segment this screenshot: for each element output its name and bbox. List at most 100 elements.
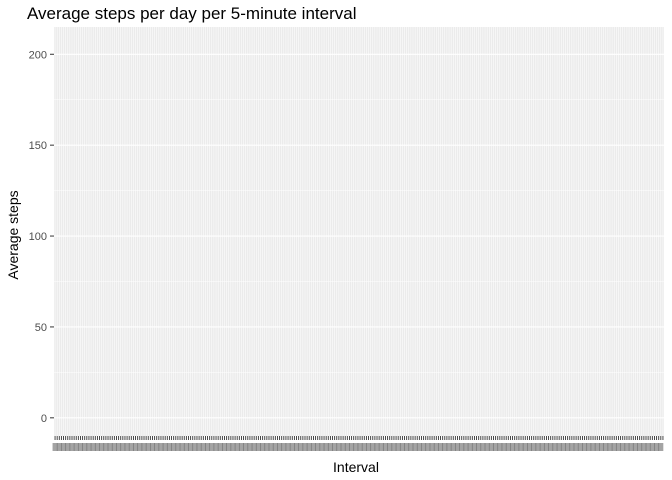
y-tick-label: 200 <box>29 49 47 61</box>
x-tick-label <box>327 443 333 451</box>
x-tick-label <box>183 443 189 451</box>
x-tick-label <box>454 443 460 451</box>
x-tick-label <box>620 443 626 451</box>
y-tick-label: 150 <box>29 140 47 152</box>
x-tick-label <box>238 443 244 451</box>
plot-panel <box>54 27 664 436</box>
x-tick-label <box>306 443 312 451</box>
x-tick-label <box>408 443 414 451</box>
x-tick-label <box>416 443 422 451</box>
x-tick-label <box>162 443 168 451</box>
x-tick-label <box>476 443 482 451</box>
x-tick-label <box>285 443 291 451</box>
x-tick-label <box>637 443 643 451</box>
y-tick-label: 100 <box>29 231 47 243</box>
x-tick-label <box>209 443 215 451</box>
chart-title: Average steps per day per 5-minute inter… <box>27 4 357 23</box>
x-tick-label <box>412 443 418 451</box>
x-tick-label <box>298 443 304 451</box>
x-tick-label <box>442 443 448 451</box>
x-tick-label <box>590 443 596 451</box>
x-tick-label <box>404 443 410 451</box>
x-tick-label <box>505 443 511 451</box>
x-tick-label <box>603 443 609 451</box>
x-tick-label <box>391 443 397 451</box>
x-tick-label <box>302 443 308 451</box>
x-tick-label <box>349 443 355 451</box>
x-tick-label <box>52 443 58 451</box>
x-tick-label <box>658 443 664 451</box>
x-tick-label <box>111 443 117 451</box>
x-tick-label <box>323 443 329 451</box>
y-tick-label: 0 <box>41 413 47 425</box>
x-tick-label <box>154 443 160 451</box>
x-tick-label <box>543 443 549 451</box>
x-tick-label <box>467 443 473 451</box>
x-tick-label <box>251 443 257 451</box>
x-tick-label <box>425 443 431 451</box>
x-tick-label <box>429 443 435 451</box>
x-tick-label <box>260 443 266 451</box>
x-tick-label <box>196 443 202 451</box>
x-tick-label <box>277 443 283 451</box>
x-tick-label <box>471 443 477 451</box>
x-tick-label <box>611 443 617 451</box>
x-tick-label <box>188 443 194 451</box>
x-tick-label <box>599 443 605 451</box>
x-tick-label <box>344 443 350 451</box>
x-tick-label <box>493 443 499 451</box>
x-tick-label <box>230 443 236 451</box>
x-tick-label <box>594 443 600 451</box>
x-tick-label <box>315 443 321 451</box>
x-tick-label <box>175 443 181 451</box>
x-tick-label <box>573 443 579 451</box>
x-tick-label <box>497 443 503 451</box>
y-minor-gridlines <box>54 99 664 373</box>
x-tick-label <box>319 443 325 451</box>
x-tick-label <box>243 443 249 451</box>
x-tick-label <box>527 443 533 451</box>
x-tick-label <box>370 443 376 451</box>
x-tick-label <box>535 443 541 451</box>
x-tick-label <box>548 443 554 451</box>
x-tick-label <box>569 443 575 451</box>
x-tick-label <box>99 443 105 451</box>
x-tick-label <box>582 443 588 451</box>
x-tick-label <box>73 443 79 451</box>
x-tick-label <box>607 443 613 451</box>
x-tick-label <box>234 443 240 451</box>
x-tick-label <box>171 443 177 451</box>
x-tick-label <box>77 443 83 451</box>
x-tick-label <box>641 443 647 451</box>
x-tick-label <box>552 443 558 451</box>
x-tick-label <box>281 443 287 451</box>
x-tick-label <box>82 443 88 451</box>
x-tick-label <box>133 443 139 451</box>
x-tick-label <box>518 443 524 451</box>
x-tick-label <box>484 443 490 451</box>
x-tick-label <box>200 443 206 451</box>
x-tick-label <box>86 443 92 451</box>
x-tick-label <box>289 443 295 451</box>
x-tick-label <box>158 443 164 451</box>
x-tick-label <box>632 443 638 451</box>
x-tick-label <box>565 443 571 451</box>
x-tick-label <box>103 443 109 451</box>
x-tick-label <box>222 443 228 451</box>
y-axis: 0 50 100 150 200 <box>29 49 54 425</box>
x-tick-label <box>615 443 621 451</box>
x-tick-label <box>501 443 507 451</box>
x-axis-title: Interval <box>333 459 379 475</box>
x-tick-label <box>213 443 219 451</box>
x-tick-label <box>137 443 143 451</box>
x-tick-label <box>577 443 583 451</box>
x-tick-label <box>433 443 439 451</box>
x-tick-label <box>366 443 372 451</box>
x-tick-label <box>264 443 270 451</box>
x-tick-label <box>488 443 494 451</box>
x-tick-label <box>378 443 384 451</box>
x-tick-label <box>128 443 134 451</box>
x-tick-label <box>65 443 71 451</box>
x-tick-label <box>628 443 634 451</box>
